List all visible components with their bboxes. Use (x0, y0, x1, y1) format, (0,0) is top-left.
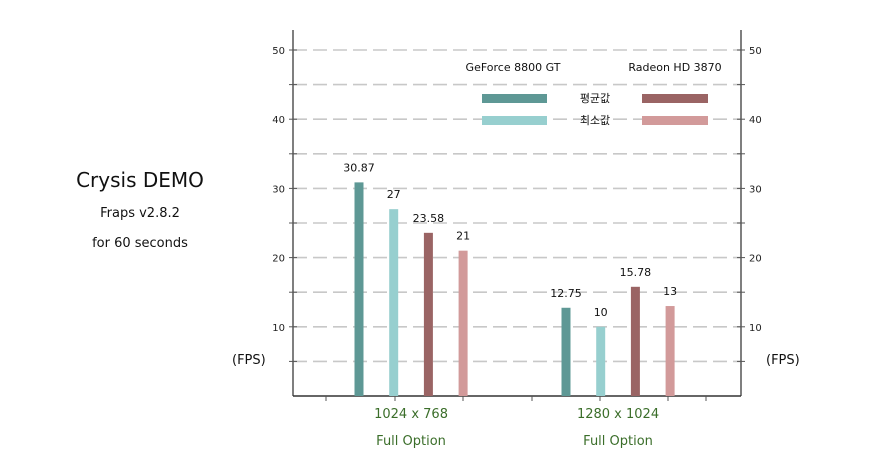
chart-side-subtitle-tool: Fraps v2.8.2 (100, 206, 180, 221)
bar (596, 326, 606, 396)
y-tick-label-left: 40 (272, 115, 285, 126)
legend-swatch (642, 94, 708, 103)
bar-value-label: 30.87 (343, 161, 375, 174)
bar (458, 250, 468, 396)
y-tick-label-left: 50 (272, 46, 285, 57)
y-axis-unit-right: (FPS) (766, 353, 800, 368)
category-label: 1024 x 768 (374, 407, 448, 422)
y-tick-label-right: 20 (749, 254, 762, 265)
legend-group-label: GeForce 8800 GT (466, 61, 561, 74)
legend-group-label: Radeon HD 3870 (628, 61, 721, 74)
bar (630, 286, 640, 396)
chart-side-title: Crysis DEMO (76, 168, 204, 192)
bar-value-label: 13 (663, 285, 677, 298)
bar (354, 182, 364, 396)
bar-value-label: 21 (456, 230, 470, 243)
bar (665, 306, 675, 396)
bar-value-label: 10 (594, 306, 608, 319)
y-tick-label-left: 10 (272, 323, 285, 334)
legend-swatch (482, 94, 547, 103)
category-label: 1280 x 1024 (577, 407, 659, 422)
y-tick-label-left: 20 (272, 254, 285, 265)
y-axis-unit-left: (FPS) (232, 353, 266, 368)
category-sublabel: Full Option (376, 434, 446, 449)
bar-value-label: 15.78 (620, 266, 652, 279)
bar (561, 307, 571, 396)
category-sublabel: Full Option (583, 434, 653, 449)
y-tick-label-right: 30 (749, 184, 762, 195)
bar-value-label: 23.58 (413, 212, 445, 225)
y-tick-label-right: 50 (749, 46, 762, 57)
y-tick-label-right: 40 (749, 115, 762, 126)
bar-value-label: 27 (387, 188, 401, 201)
legend-swatch (482, 116, 547, 125)
legend-metric-label: 평균값 (580, 92, 610, 105)
bar (423, 232, 433, 396)
legend-swatch (642, 116, 708, 125)
legend-metric-label: 최소값 (580, 114, 610, 127)
y-tick-label-left: 30 (272, 184, 285, 195)
bar-value-label: 12.75 (550, 287, 582, 300)
bar (389, 209, 399, 396)
chart-side-subtitle-duration: for 60 seconds (92, 236, 188, 251)
y-tick-label-right: 10 (749, 323, 762, 334)
